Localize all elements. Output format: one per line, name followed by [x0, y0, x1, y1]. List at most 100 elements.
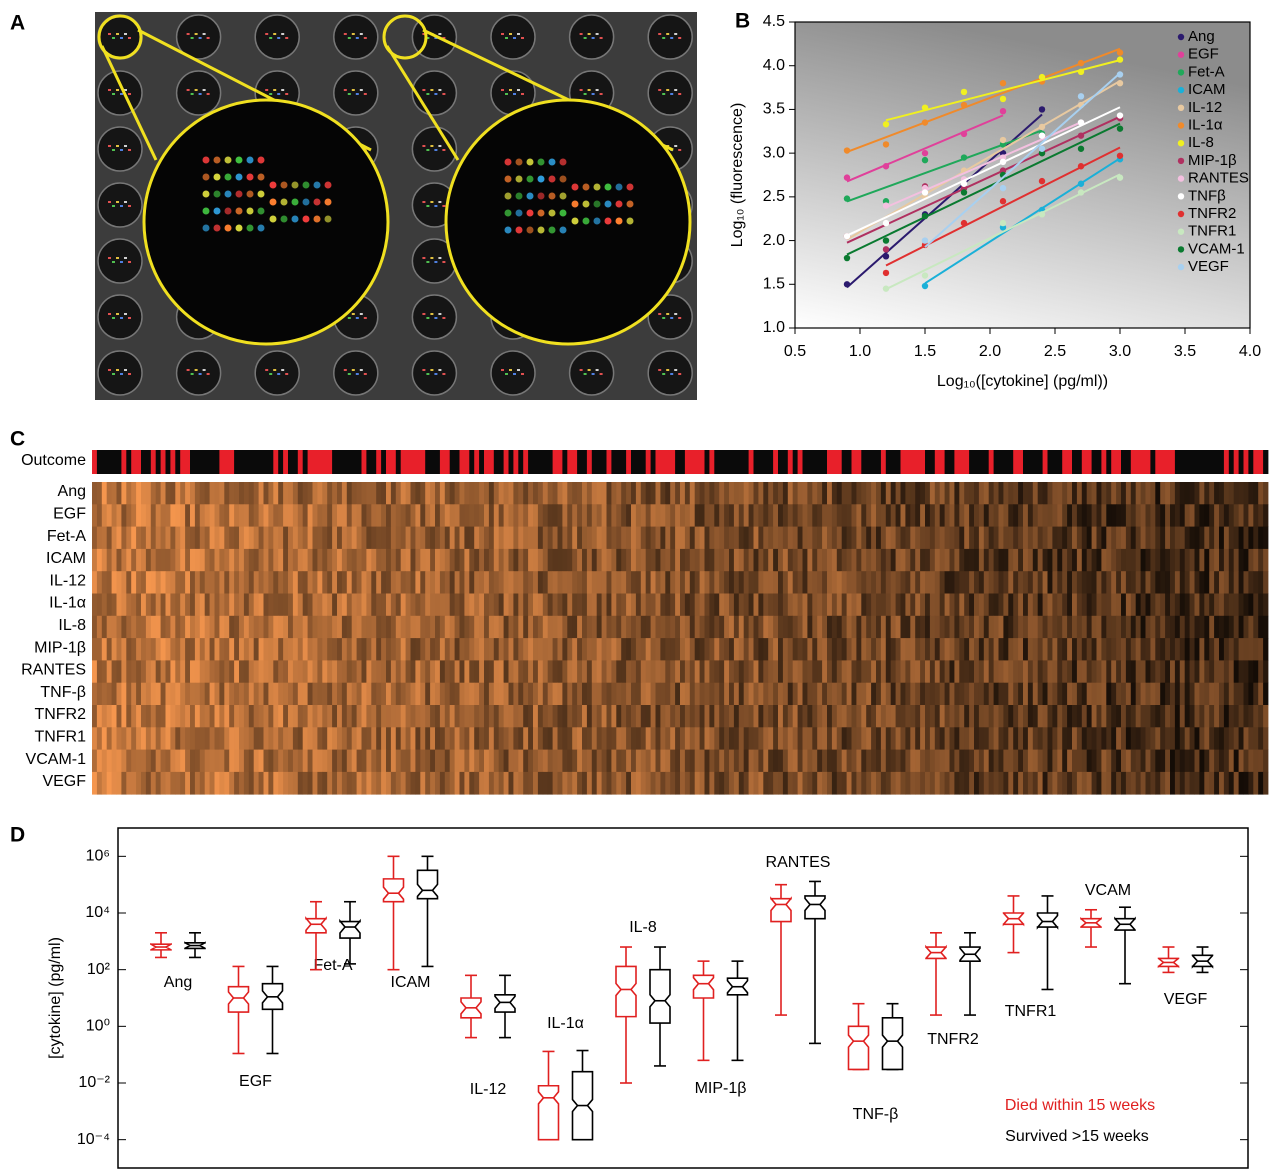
- heatmap-cell: [646, 482, 651, 505]
- heatmap-cell: [97, 750, 102, 773]
- heatmap-cell: [288, 527, 293, 550]
- heatmap-cell: [156, 594, 161, 617]
- heatmap-cell: [656, 750, 661, 773]
- heatmap-cell: [626, 727, 631, 750]
- heatmap-cell: [332, 683, 337, 706]
- outcome-cell: [268, 450, 273, 474]
- heatmap-cell: [151, 705, 156, 728]
- heatmap-cell: [1067, 527, 1072, 550]
- heatmap-cell: [812, 549, 817, 572]
- outcome-cell: [411, 450, 416, 474]
- heatmap-cell: [175, 660, 180, 683]
- x-tick-label: 0.5: [784, 343, 806, 360]
- heatmap-cell: [313, 705, 318, 728]
- heatmap-cell: [866, 527, 871, 550]
- heatmap-cell: [455, 482, 460, 505]
- heatmap-cell: [479, 772, 484, 795]
- heatmap-cell: [1126, 504, 1131, 527]
- heatmap-cell: [366, 638, 371, 661]
- heatmap-cell: [190, 705, 195, 728]
- heatmap-cell: [1101, 727, 1106, 750]
- heatmap-cell: [773, 504, 778, 527]
- heatmap-cell: [161, 660, 166, 683]
- heatmap-cell: [807, 705, 812, 728]
- heatmap-cell: [665, 571, 670, 594]
- heatmap-cell: [832, 727, 837, 750]
- heatmap-cell: [489, 750, 494, 773]
- heatmap-cell: [268, 683, 273, 706]
- heatmap-cell: [920, 750, 925, 773]
- heatmap-cell: [1199, 549, 1204, 572]
- spot: [281, 33, 284, 35]
- heatmap-cell: [1234, 616, 1239, 639]
- heatmap-cell: [141, 527, 146, 550]
- heatmap-cell: [876, 527, 881, 550]
- heatmap-cell: [420, 594, 425, 617]
- heatmap-cell: [332, 504, 337, 527]
- outcome-cell: [533, 450, 538, 474]
- heatmap-cell: [185, 571, 190, 594]
- heatmap-cell: [749, 504, 754, 527]
- heatmap-cell: [1116, 549, 1121, 572]
- heatmap-cell: [558, 594, 563, 617]
- heatmap-cell: [156, 727, 161, 750]
- heatmap-cell: [1077, 527, 1082, 550]
- heatmap-cell: [469, 727, 474, 750]
- spot: [128, 317, 131, 319]
- heatmap-cell: [92, 482, 97, 505]
- heatmap-cell: [793, 482, 798, 505]
- heatmap-cell: [352, 660, 357, 683]
- heatmap-cell: [513, 660, 518, 683]
- heatmap-cell: [984, 549, 989, 572]
- heatmap-cell: [327, 504, 332, 527]
- heatmap-cell: [264, 683, 269, 706]
- heatmap-cell: [1003, 571, 1008, 594]
- heatmap-cell: [146, 660, 151, 683]
- heatmap-cell: [660, 750, 665, 773]
- row-label: EGF: [53, 506, 86, 523]
- array-spot: [314, 216, 321, 223]
- heatmap-cell: [763, 727, 768, 750]
- spot: [438, 33, 441, 35]
- heatmap-cell: [538, 571, 543, 594]
- heatmap-cell: [411, 527, 416, 550]
- heatmap-cell: [97, 482, 102, 505]
- outcome-cell: [665, 450, 670, 474]
- heatmap-cell: [131, 683, 136, 706]
- heatmap-cell: [1185, 705, 1190, 728]
- heatmap-cell: [994, 549, 999, 572]
- heatmap-cell: [1224, 594, 1229, 617]
- heatmap-cell: [195, 549, 200, 572]
- heatmap-cell: [685, 772, 690, 795]
- spot: [265, 369, 268, 371]
- heatmap-cell: [1131, 638, 1136, 661]
- heatmap-cell: [626, 616, 631, 639]
- heatmap-cell: [611, 594, 616, 617]
- heatmap-cell: [1013, 705, 1018, 728]
- outcome-cell: [1028, 450, 1033, 474]
- heatmap-cell: [901, 772, 906, 795]
- outcome-cell: [558, 450, 563, 474]
- point: [1000, 159, 1006, 165]
- heatmap-cell: [342, 683, 347, 706]
- heatmap-cell: [1219, 616, 1224, 639]
- heatmap-cell: [636, 549, 641, 572]
- heatmap-cell: [930, 571, 935, 594]
- heatmap-cell: [489, 660, 494, 683]
- heatmap-cell: [1141, 616, 1146, 639]
- heatmap-cell: [749, 727, 754, 750]
- heatmap-cell: [288, 594, 293, 617]
- heatmap-cell: [920, 504, 925, 527]
- heatmap-cell: [126, 504, 131, 527]
- panel-label: D: [10, 824, 25, 847]
- heatmap-cell: [1111, 750, 1116, 773]
- heatmap-cell: [308, 482, 313, 505]
- heatmap-cell: [1038, 549, 1043, 572]
- heatmap-cell: [567, 660, 572, 683]
- heatmap-cell: [146, 571, 151, 594]
- heatmap-cell: [1062, 527, 1067, 550]
- heatmap-cell: [450, 527, 455, 550]
- heatmap-cell: [783, 683, 788, 706]
- heatmap-cell: [366, 571, 371, 594]
- heatmap-cell: [1214, 527, 1219, 550]
